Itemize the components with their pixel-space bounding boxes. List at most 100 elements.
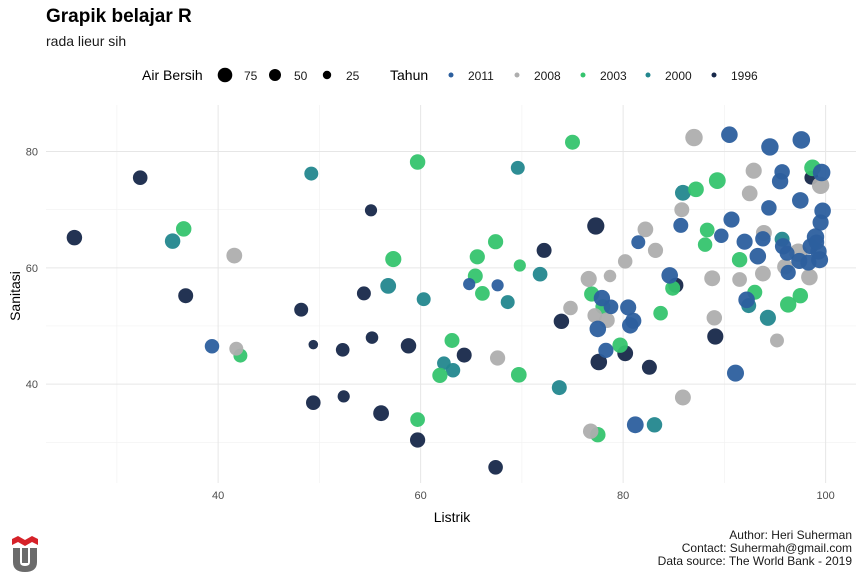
data-point (603, 299, 619, 315)
data-point (806, 228, 825, 246)
data-point (410, 412, 425, 427)
data-point (759, 309, 776, 326)
caption-source: Data source: The World Bank - 2019 (657, 554, 852, 568)
data-point (706, 310, 723, 326)
data-point (294, 302, 309, 317)
series-1996 (66, 170, 819, 475)
data-point (444, 333, 460, 348)
y-axis-ticks: 40 60 80 (26, 147, 38, 392)
data-point (337, 390, 350, 403)
data-point (622, 317, 639, 334)
data-point (811, 176, 830, 195)
data-point (595, 299, 611, 315)
color-legend-key (711, 72, 717, 78)
data-point (699, 222, 715, 238)
data-point (475, 286, 490, 301)
data-point (804, 159, 821, 177)
data-point (780, 264, 796, 281)
data-point (631, 235, 646, 250)
data-point (335, 342, 350, 357)
data-point (513, 259, 526, 272)
data-point (488, 460, 503, 475)
data-point (625, 312, 642, 329)
data-point (770, 333, 784, 348)
data-point (747, 284, 763, 300)
color-legend-item-2011: 2011 (448, 69, 494, 83)
data-point (771, 173, 789, 190)
data-point (590, 426, 606, 443)
series-2003 (175, 134, 821, 443)
data-point (463, 278, 476, 291)
chart-title: Grapik belajar R (46, 6, 192, 27)
color-legend-title: Tahun (390, 67, 428, 83)
data-point (445, 362, 461, 378)
data-point (584, 286, 600, 302)
university-logo (12, 536, 38, 572)
data-point (400, 338, 417, 354)
data-point (810, 243, 827, 260)
x-tick-label: 100 (816, 490, 834, 502)
data-point (801, 268, 818, 286)
y-tick-label: 80 (26, 147, 38, 159)
data-point (688, 181, 704, 198)
data-point (647, 242, 664, 259)
data-point (356, 286, 371, 301)
data-point (226, 247, 243, 264)
data-point (674, 202, 690, 218)
data-point (365, 331, 379, 344)
data-point (653, 305, 668, 321)
plot-grid (46, 105, 856, 483)
data-point (637, 221, 654, 238)
data-point (707, 328, 724, 345)
data-point (565, 134, 580, 150)
size-legend-label: 50 (294, 69, 308, 83)
data-point (304, 166, 319, 181)
data-point (726, 364, 745, 382)
data-point (661, 267, 678, 284)
data-point (761, 138, 779, 156)
data-point (587, 308, 603, 323)
data-point (536, 242, 552, 258)
data-point (510, 366, 527, 383)
data-point (233, 348, 248, 363)
data-point (409, 432, 426, 448)
data-point (774, 238, 792, 255)
data-point (723, 211, 740, 228)
data-point (229, 341, 244, 356)
chart-subtitle: rada lieur sih (46, 33, 127, 49)
data-point (590, 353, 608, 371)
data-point (812, 214, 829, 231)
data-point (551, 380, 567, 396)
data-point (641, 359, 657, 375)
color-legend-key (514, 72, 520, 78)
color-legend-key (645, 72, 651, 78)
series-2000 (164, 160, 790, 433)
data-points (66, 126, 831, 475)
data-point (736, 233, 753, 250)
data-point (593, 289, 611, 307)
legend: Air Bersih 75 50 25 Tahun 2011 2008 2003… (142, 67, 758, 83)
y-tick-label: 40 (26, 379, 38, 391)
data-point (456, 347, 472, 363)
data-point (582, 423, 599, 439)
data-point (802, 238, 819, 255)
data-point (755, 224, 772, 241)
data-point (489, 350, 506, 366)
caption: Author: Heri Suherman Contact: Suhermah@… (658, 529, 852, 568)
data-point (761, 200, 777, 216)
size-legend-item-25: 25 (322, 69, 360, 83)
data-point (599, 312, 615, 329)
data-point (789, 243, 808, 262)
data-point (598, 342, 614, 359)
data-point (175, 221, 192, 237)
data-point (416, 292, 431, 307)
size-legend-key (217, 67, 233, 83)
data-point (626, 416, 644, 434)
data-point (467, 268, 483, 284)
color-legend-item-2003: 2003 (580, 69, 627, 83)
data-point (697, 237, 713, 252)
color-legend-label: 2008 (534, 69, 561, 83)
series-2008 (226, 128, 830, 439)
data-point (364, 204, 378, 217)
data-point (808, 234, 825, 250)
